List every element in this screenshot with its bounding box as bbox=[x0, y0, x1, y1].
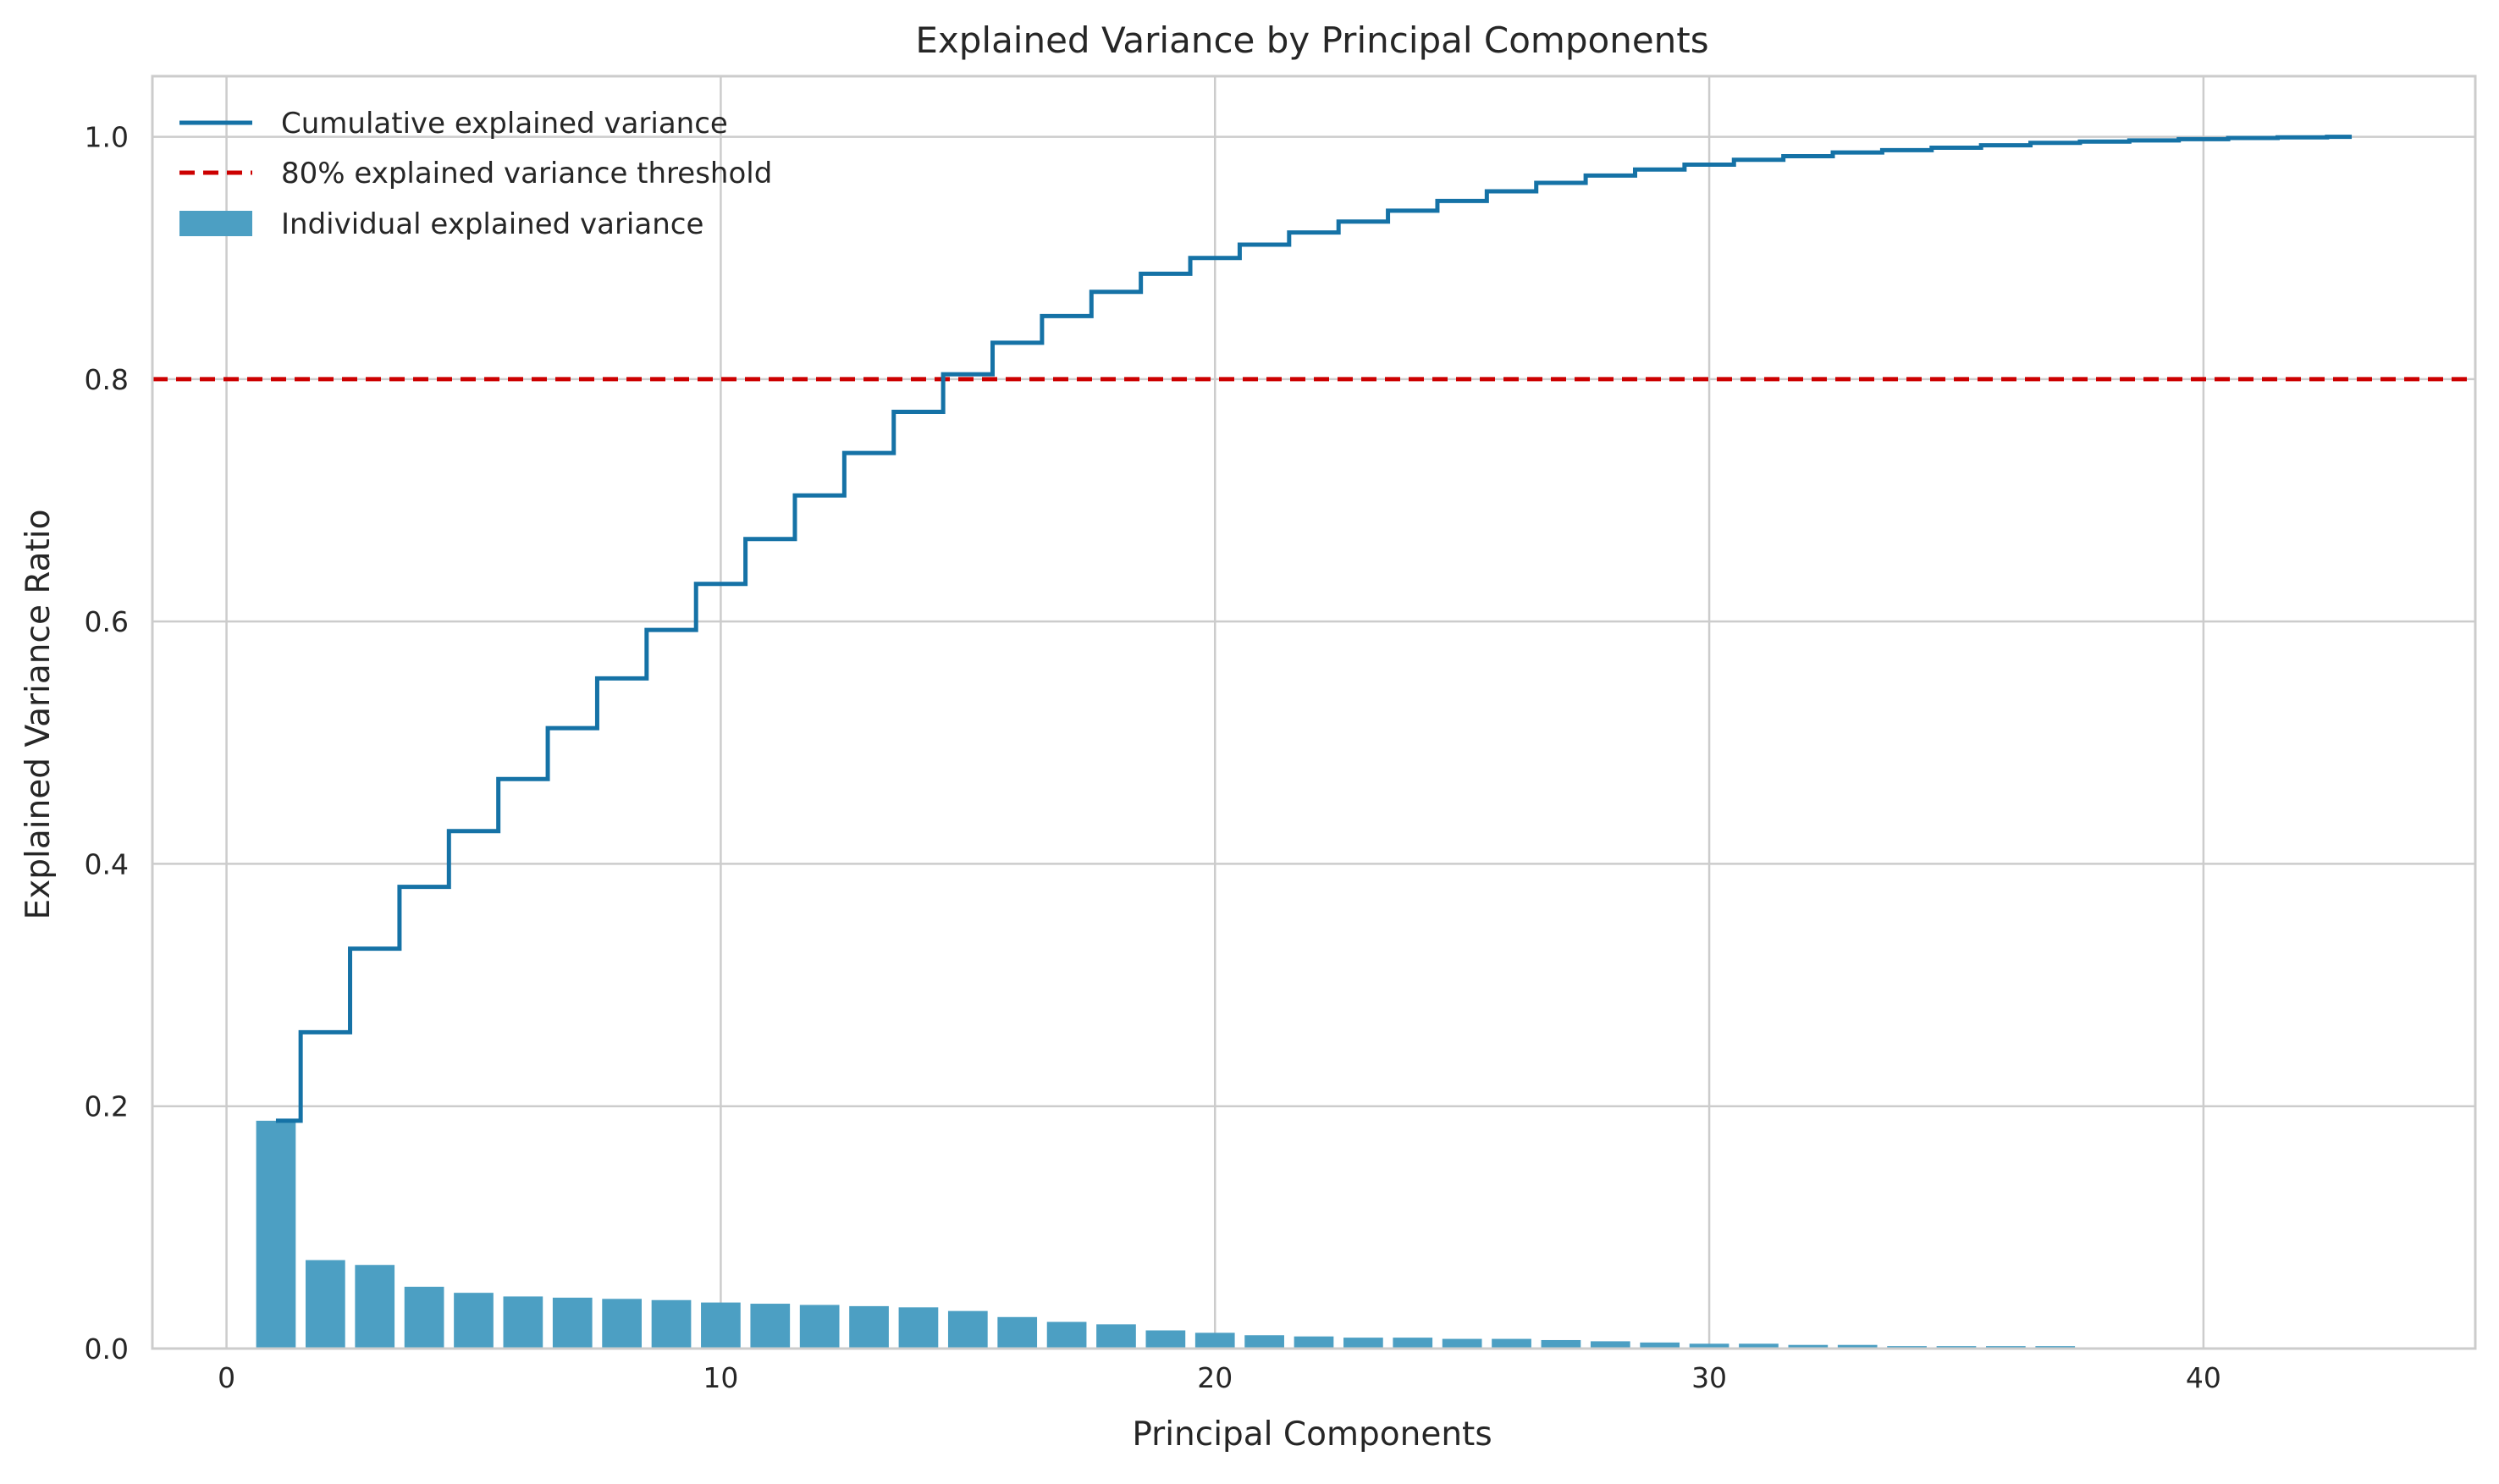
bar-31 bbox=[1739, 1343, 1779, 1349]
legend-label-individual: Individual explained variance bbox=[281, 207, 703, 241]
bar-25 bbox=[1442, 1338, 1482, 1349]
bar-9 bbox=[651, 1299, 692, 1349]
y-tick-label-4: 0.8 bbox=[85, 363, 129, 396]
legend-swatch-individual bbox=[179, 211, 252, 236]
x-tick-label-3: 30 bbox=[1691, 1361, 1727, 1394]
y-tick-label-0: 0.0 bbox=[85, 1332, 129, 1365]
bar-21 bbox=[1244, 1335, 1284, 1349]
bars bbox=[256, 1120, 2372, 1349]
bar-33 bbox=[1837, 1344, 1878, 1349]
x-axis-label: Principal Components bbox=[1132, 1415, 1492, 1454]
bar-17 bbox=[1046, 1321, 1087, 1349]
x-tick-label-0: 0 bbox=[218, 1361, 235, 1394]
legend: Cumulative explained variance 80% explai… bbox=[179, 107, 772, 241]
bar-26 bbox=[1492, 1338, 1531, 1349]
y-tick-label-1: 0.2 bbox=[85, 1090, 129, 1123]
y-tick-label-2: 0.4 bbox=[85, 847, 129, 880]
legend-label-threshold: 80% explained variance threshold bbox=[281, 157, 772, 190]
bar-1 bbox=[256, 1120, 296, 1349]
cumulative-step-line bbox=[275, 135, 2353, 1123]
bar-30 bbox=[1689, 1343, 1729, 1349]
bar-32 bbox=[1788, 1344, 1829, 1349]
x-tick-label-4: 40 bbox=[2186, 1361, 2221, 1394]
bar-2 bbox=[305, 1260, 345, 1349]
ticks: 0 10 20 30 40 0.0 0.2 0.4 0.6 0.8 1.0 bbox=[85, 121, 2221, 1394]
bar-29 bbox=[1640, 1342, 1680, 1349]
bar-22 bbox=[1294, 1336, 1334, 1349]
x-tick-label-1: 10 bbox=[703, 1361, 738, 1394]
bar-10 bbox=[701, 1302, 741, 1349]
bar-24 bbox=[1393, 1338, 1433, 1349]
bar-23 bbox=[1343, 1338, 1383, 1349]
bar-3 bbox=[355, 1265, 395, 1349]
y-tick-label-5: 1.0 bbox=[85, 121, 129, 154]
y-axis-label: Explained Variance Ratio bbox=[19, 510, 58, 920]
bar-14 bbox=[898, 1307, 939, 1349]
bar-18 bbox=[1096, 1324, 1136, 1349]
plot-frame bbox=[151, 74, 2477, 1350]
legend-label-cumulative: Cumulative explained variance bbox=[281, 107, 728, 141]
bar-13 bbox=[849, 1305, 889, 1349]
grid bbox=[152, 76, 2475, 1350]
bar-16 bbox=[997, 1316, 1038, 1349]
x-tick-label-2: 20 bbox=[1197, 1361, 1233, 1394]
bar-7 bbox=[552, 1297, 593, 1349]
bar-28 bbox=[1590, 1341, 1630, 1349]
bar-11 bbox=[750, 1304, 791, 1349]
bar-6 bbox=[503, 1296, 543, 1349]
plot-border bbox=[151, 74, 2477, 1350]
chart-title: Explained Variance by Principal Componen… bbox=[915, 19, 1708, 61]
bar-27 bbox=[1541, 1339, 1581, 1349]
bar-8 bbox=[602, 1299, 642, 1349]
lines bbox=[152, 135, 2475, 1123]
bar-19 bbox=[1145, 1330, 1186, 1349]
bar-5 bbox=[454, 1293, 494, 1349]
bar-20 bbox=[1194, 1332, 1235, 1349]
bar-15 bbox=[947, 1310, 988, 1349]
bar-12 bbox=[799, 1305, 840, 1349]
y-tick-label-3: 0.6 bbox=[85, 605, 129, 638]
bar-4 bbox=[404, 1286, 444, 1349]
